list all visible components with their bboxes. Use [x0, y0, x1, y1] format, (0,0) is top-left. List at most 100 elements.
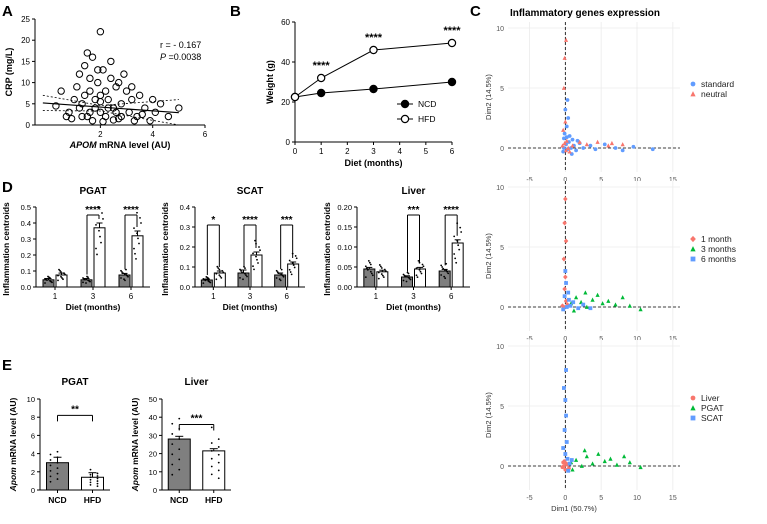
c-point [561, 446, 566, 450]
e-y-tick-label: 10 [27, 395, 35, 404]
panel-letter-c: C [470, 3, 481, 20]
c-point [568, 303, 573, 308]
d-dot [133, 247, 135, 250]
d-significance: **** [85, 205, 101, 216]
d-dot [125, 273, 127, 276]
a-point [128, 83, 136, 91]
d-dot [420, 272, 423, 275]
c-point [588, 143, 593, 148]
e-dot [178, 468, 181, 471]
a-trend-line [42, 102, 179, 114]
d-dot [136, 211, 138, 214]
d-dot [244, 267, 246, 269]
a-x-tick-label: 2 [98, 130, 103, 139]
e-x-tick-label: NCD [170, 495, 188, 505]
a-x-tick-label: 6 [203, 130, 208, 139]
e-dot [89, 476, 92, 479]
e-dot [89, 473, 92, 476]
a-point [135, 91, 144, 100]
b-point-hfd [316, 73, 326, 83]
d-dot [63, 272, 65, 275]
e-dot [210, 426, 213, 429]
c-point [564, 368, 568, 372]
c-point [563, 398, 568, 402]
c-point [600, 301, 605, 306]
b-x-tick-label: 5 [424, 147, 429, 156]
c-x-tick-label: 0 [563, 336, 567, 343]
b-x-label: Diet (months) [345, 158, 403, 168]
d-dot [98, 229, 100, 232]
e-dot [56, 450, 59, 453]
c-x-tick-label: -5 [526, 336, 532, 343]
d-dot [254, 239, 256, 242]
d-dot [57, 279, 59, 282]
d-dot [442, 267, 445, 270]
d-dot [49, 279, 51, 282]
d-dot [446, 270, 449, 273]
c-legend-label: standard [701, 79, 734, 89]
c-point [574, 148, 578, 153]
d-y-tick-label: 0.20 [337, 203, 352, 212]
c-y-label: Dim2 (14.5%) [484, 392, 493, 438]
c-point [563, 119, 568, 124]
b-y-label: Weight (g) [265, 60, 275, 104]
a-point [86, 108, 94, 116]
d-dot [381, 274, 384, 277]
a-point [96, 97, 105, 106]
b-y-tick-label: 40 [281, 58, 290, 67]
d-y-tick-label: 0.2 [21, 251, 31, 260]
e-y-tick-label: 4 [31, 450, 35, 459]
c-point [567, 149, 572, 154]
c-legend-label: PGAT [701, 403, 724, 413]
a-point [175, 104, 183, 112]
a-point [99, 117, 107, 126]
e-dot [171, 443, 174, 446]
e-dot [96, 482, 99, 485]
d-dot [459, 226, 462, 229]
c-point [606, 298, 611, 303]
d-dot [136, 232, 138, 235]
d-dot [133, 227, 135, 230]
d-dot [102, 218, 104, 220]
d-dot [101, 212, 103, 214]
panel-letter-d: D [2, 179, 13, 196]
d-x-tick-label: 1 [53, 292, 58, 301]
a-point [164, 112, 173, 121]
c-point [567, 134, 572, 138]
d-dot [82, 277, 84, 279]
d-significance: **** [443, 205, 459, 216]
c-x-tick-label: 5 [599, 336, 603, 343]
c-point [620, 142, 625, 147]
c-y-tick-label: 0 [500, 305, 504, 312]
d-significance: **** [123, 205, 139, 216]
d-dot [62, 278, 64, 281]
e-x-tick-label: NCD [48, 495, 66, 505]
d-dot [215, 272, 218, 275]
d-dot [422, 265, 425, 268]
c-point [614, 462, 620, 467]
c-point [564, 413, 568, 418]
d-dot [134, 252, 136, 255]
d-dot [278, 278, 281, 281]
d-x-tick-label: 3 [248, 292, 253, 301]
c-point [561, 460, 566, 465]
d-dot [123, 278, 125, 281]
c-point [561, 307, 566, 312]
c-point [570, 137, 575, 142]
b-x-tick-label: 1 [319, 147, 324, 156]
d-dot [245, 274, 247, 276]
e-dot [178, 458, 181, 461]
e-x-tick-label: HFD [84, 495, 101, 505]
e-y-label: Apom mRNA level (AU) [130, 397, 140, 492]
e-bar-hfd [202, 450, 226, 491]
d-x-tick-label: 1 [374, 292, 379, 301]
d-y-tick-label: 0.2 [180, 243, 190, 252]
d-dot [217, 267, 220, 269]
d-dot [120, 277, 122, 279]
d-dot [252, 252, 254, 255]
c-x-tick-label: 15 [669, 495, 677, 502]
e-dot [96, 480, 99, 482]
d-dot [365, 267, 368, 269]
d-dot [137, 237, 139, 240]
